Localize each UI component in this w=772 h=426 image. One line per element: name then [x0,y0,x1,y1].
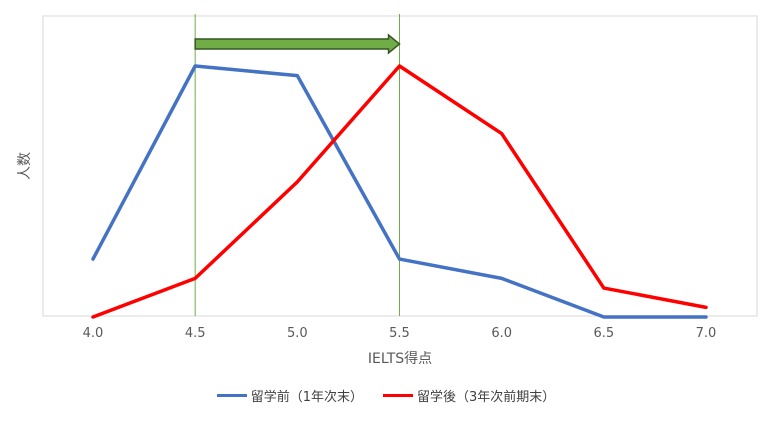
shift-arrow [194,33,401,55]
legend-item-2: 留学後（3年次前期末） [383,386,555,405]
x-tick-label: 5.5 [389,326,410,341]
x-tick-label: 4.0 [83,326,104,341]
x-axis-label: IELTS得点 [368,350,432,367]
legend-swatch [216,394,247,397]
legend-label: 留学後（3年次前期末） [417,390,556,405]
series-line-1 [91,64,708,319]
x-tick-label: 6.5 [593,326,614,341]
legend-swatch [383,394,413,397]
x-tick-label: 7.0 [696,326,717,341]
x-tick-label: 6.0 [491,326,512,341]
legend: 留学前（1年次末） 留学後（3年次前期末） [0,386,772,405]
legend-item-1: 留学前（1年次末） [216,386,363,405]
x-tick-label: 4.5 [185,326,206,341]
x-tick-label: 5.0 [287,326,308,341]
y-axis-label: 人数 [17,152,33,180]
legend-label: 留学前（1年次末） [250,390,363,405]
series-line-2 [91,64,708,319]
